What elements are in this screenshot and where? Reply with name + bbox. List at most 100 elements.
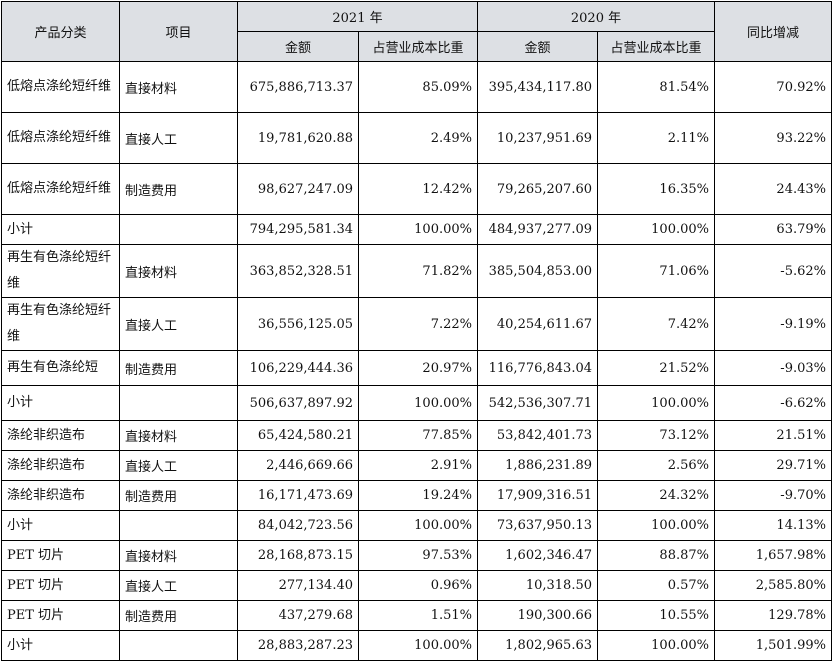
ratio-2021-cell: 100.00% [358, 630, 478, 661]
ratio-2020-cell: 88.87% [597, 540, 715, 571]
ratio-2021-cell: 97.53% [358, 540, 478, 571]
header-ratio-2020: 占营业成本比重 [597, 31, 715, 62]
item-cell [119, 214, 238, 245]
amount-2021-cell: 65,424,580.21 [237, 420, 359, 451]
ratio-2020-cell: 7.42% [597, 297, 715, 351]
ratio-2021-cell: 20.97% [358, 350, 478, 386]
yoy-cell: 2,585.80% [714, 570, 832, 601]
ratio-2020-cell: 100.00% [597, 385, 715, 421]
ratio-2021-cell: 100.00% [358, 385, 478, 421]
ratio-2021-cell: 7.22% [358, 297, 478, 351]
yoy-cell: -9.03% [714, 350, 832, 386]
amount-2020-cell: 1,802,965.63 [477, 630, 598, 661]
category-cell: 涤纶非织造布 [1, 480, 120, 511]
header-year-2021: 2021 年 [237, 1, 478, 32]
item-cell: 直接材料 [119, 61, 238, 113]
ratio-2021-cell: 2.49% [358, 112, 478, 164]
subtotal-row: 小计 506,637,897.92 100.00% 542,536,307.71… [1, 385, 832, 421]
header-category: 产品分类 [1, 1, 120, 62]
table-row: 涤纶非织造布 制造费用 16,171,473.69 19.24% 17,909,… [1, 480, 832, 511]
table-row: 低熔点涤纶短纤维 直接人工 19,781,620.88 2.49% 10,237… [1, 112, 832, 164]
table-row: PET 切片 直接材料 28,168,873.15 97.53% 1,602,3… [1, 540, 832, 571]
yoy-cell: 70.92% [714, 61, 832, 113]
ratio-2020-cell: 71.06% [597, 244, 715, 298]
header-yoy: 同比增减 [714, 1, 832, 62]
category-cell: 小计 [1, 385, 120, 421]
amount-2021-cell: 16,171,473.69 [237, 480, 359, 511]
category-cell: 小计 [1, 630, 120, 661]
table-row: 再生有色涤纶短纤维 直接材料 363,852,328.51 71.82% 385… [1, 244, 832, 298]
category-cell: PET 切片 [1, 600, 120, 631]
category-cell: 低熔点涤纶短纤维 [1, 163, 120, 215]
ratio-2021-cell: 71.82% [358, 244, 478, 298]
category-cell: 涤纶非织造布 [1, 450, 120, 481]
table-row: PET 切片 直接人工 277,134.40 0.96% 10,318.50 0… [1, 570, 832, 601]
category-cell: 低熔点涤纶短纤维 [1, 112, 120, 164]
ratio-2020-cell: 73.12% [597, 420, 715, 451]
amount-2021-cell: 19,781,620.88 [237, 112, 359, 164]
item-cell: 制造费用 [119, 163, 238, 215]
amount-2021-cell: 28,883,287.23 [237, 630, 359, 661]
amount-2020-cell: 53,842,401.73 [477, 420, 598, 451]
amount-2021-cell: 437,279.68 [237, 600, 359, 631]
category-cell: 再生有色涤纶短纤维 [1, 244, 120, 298]
yoy-cell: 24.43% [714, 163, 832, 215]
amount-2021-cell: 106,229,444.36 [237, 350, 359, 386]
amount-2021-cell: 84,042,723.56 [237, 510, 359, 541]
header-ratio-2021: 占营业成本比重 [358, 31, 478, 62]
amount-2020-cell: 17,909,316.51 [477, 480, 598, 511]
yoy-cell: -5.62% [714, 244, 832, 298]
table-row: 涤纶非织造布 直接材料 65,424,580.21 77.85% 53,842,… [1, 420, 832, 451]
item-cell: 直接材料 [119, 540, 238, 571]
amount-2020-cell: 484,937,277.09 [477, 214, 598, 245]
category-cell: 涤纶非织造布 [1, 420, 120, 451]
amount-2020-cell: 73,637,950.13 [477, 510, 598, 541]
ratio-2020-cell: 0.57% [597, 570, 715, 601]
amount-2021-cell: 506,637,897.92 [237, 385, 359, 421]
ratio-2020-cell: 10.55% [597, 600, 715, 631]
amount-2020-cell: 385,504,853.00 [477, 244, 598, 298]
category-cell: 再生有色涤纶短纤维 [1, 297, 120, 351]
ratio-2021-cell: 0.96% [358, 570, 478, 601]
amount-2021-cell: 277,134.40 [237, 570, 359, 601]
yoy-cell: 1,501.99% [714, 630, 832, 661]
ratio-2020-cell: 100.00% [597, 510, 715, 541]
ratio-2020-cell: 24.32% [597, 480, 715, 511]
ratio-2020-cell: 21.52% [597, 350, 715, 386]
yoy-cell: -9.70% [714, 480, 832, 511]
header-amount-2020: 金额 [477, 31, 598, 62]
table-row: 涤纶非织造布 直接人工 2,446,669.66 2.91% 1,886,231… [1, 450, 832, 481]
ratio-2021-cell: 19.24% [358, 480, 478, 511]
ratio-2020-cell: 2.11% [597, 112, 715, 164]
item-cell [119, 385, 238, 421]
table-row: 低熔点涤纶短纤维 直接材料 675,886,713.37 85.09% 395,… [1, 61, 832, 113]
category-cell: PET 切片 [1, 570, 120, 601]
header-amount-2021: 金额 [237, 31, 359, 62]
yoy-cell: -9.19% [714, 297, 832, 351]
yoy-cell: 14.13% [714, 510, 832, 541]
ratio-2020-cell: 100.00% [597, 214, 715, 245]
category-cell: 小计 [1, 214, 120, 245]
amount-2020-cell: 79,265,207.60 [477, 163, 598, 215]
table-row: 再生有色涤纶短 制造费用 106,229,444.36 20.97% 116,7… [1, 350, 832, 386]
amount-2020-cell: 116,776,843.04 [477, 350, 598, 386]
item-cell: 制造费用 [119, 350, 238, 386]
ratio-2020-cell: 16.35% [597, 163, 715, 215]
item-cell: 直接人工 [119, 297, 238, 351]
amount-2020-cell: 10,237,951.69 [477, 112, 598, 164]
amount-2021-cell: 28,168,873.15 [237, 540, 359, 571]
amount-2020-cell: 10,318.50 [477, 570, 598, 601]
amount-2020-cell: 1,602,346.47 [477, 540, 598, 571]
amount-2021-cell: 675,886,713.37 [237, 61, 359, 113]
amount-2020-cell: 1,886,231.89 [477, 450, 598, 481]
amount-2021-cell: 98,627,247.09 [237, 163, 359, 215]
item-cell [119, 510, 238, 541]
item-cell: 制造费用 [119, 480, 238, 511]
ratio-2021-cell: 1.51% [358, 600, 478, 631]
amount-2020-cell: 542,536,307.71 [477, 385, 598, 421]
item-cell: 直接材料 [119, 244, 238, 298]
ratio-2021-cell: 12.42% [358, 163, 478, 215]
table-row: PET 切片 制造费用 437,279.68 1.51% 190,300.66 … [1, 600, 832, 631]
item-cell: 直接人工 [119, 112, 238, 164]
